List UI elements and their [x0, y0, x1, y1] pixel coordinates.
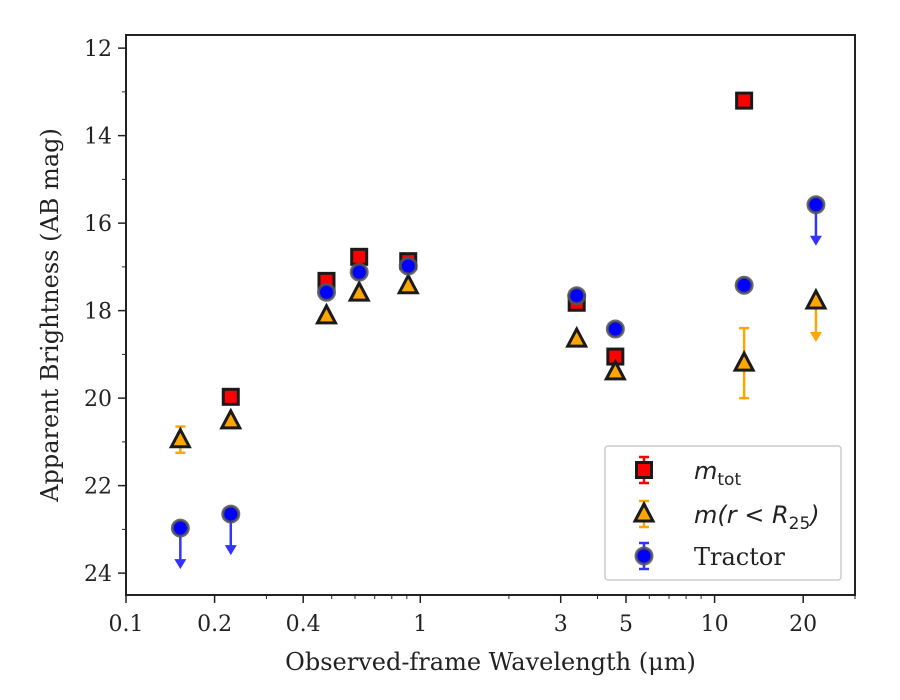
y-tick-label: 14 — [84, 125, 112, 150]
data-point — [219, 407, 243, 430]
data-marker — [168, 426, 192, 449]
legend-marker — [632, 500, 656, 523]
series-m-tot — [221, 91, 754, 406]
data-point — [350, 247, 369, 266]
data-point — [316, 282, 336, 302]
legend: mtot m(r < R25) Tractor — [604, 445, 842, 581]
y-tick-label: 18 — [84, 300, 112, 325]
x-tick-label: 0.1 — [109, 612, 144, 637]
data-marker — [221, 504, 241, 524]
data-point — [565, 325, 589, 348]
data-marker — [396, 272, 420, 295]
legend-entry: mtot — [635, 455, 741, 490]
legend-box — [604, 445, 842, 581]
data-marker — [316, 282, 336, 302]
legend-marker — [634, 546, 654, 566]
data-marker — [605, 319, 625, 339]
data-point — [732, 326, 756, 400]
data-point — [567, 286, 587, 306]
legend-entry: Tractor — [634, 541, 785, 571]
data-marker — [567, 286, 587, 306]
x-tick-label: 10 — [701, 612, 729, 637]
data-marker — [221, 387, 240, 406]
data-point — [314, 302, 338, 325]
data-marker — [732, 349, 756, 372]
data-point — [396, 272, 420, 295]
data-marker — [398, 256, 418, 276]
data-marker — [347, 279, 371, 302]
data-marker — [219, 407, 243, 430]
y-tick-label: 24 — [84, 562, 112, 587]
data-marker — [349, 262, 369, 282]
x-axis-label: Observed-frame Wavelength (μm) — [285, 648, 696, 676]
data-point — [734, 275, 754, 295]
data-marker — [350, 247, 369, 266]
x-tick-label: 0.2 — [197, 612, 232, 637]
upper-limit-arrowhead — [174, 559, 187, 570]
y-tick-label: 20 — [84, 387, 112, 412]
data-point — [347, 279, 371, 302]
data-point — [735, 91, 754, 110]
axes-layer: 0.1 0.2 0.4 1 3 5 10 20 12 14 16 18 20 22 24 — [84, 37, 856, 637]
legend-marker — [635, 461, 653, 479]
legend-label: mtot — [694, 457, 741, 490]
data-marker — [735, 91, 754, 110]
data-point — [804, 287, 828, 342]
data-point — [170, 518, 190, 570]
upper-limit-arrowhead — [224, 545, 237, 556]
data-point — [349, 262, 369, 282]
y-tick-label: 16 — [84, 212, 112, 237]
data-marker — [804, 287, 828, 310]
x-tick-label: 5 — [619, 612, 633, 637]
data-point — [168, 425, 192, 455]
legend-label: Tractor — [694, 543, 785, 571]
x-tick-label: 0.4 — [286, 612, 321, 637]
data-marker — [806, 195, 826, 215]
x-tick-label: 20 — [789, 612, 817, 637]
x-tick-label: 1 — [413, 612, 427, 637]
data-point — [221, 387, 240, 406]
data-point — [605, 319, 625, 339]
legend-label: m(r < R25) — [694, 501, 820, 534]
x-tick-label: 3 — [554, 612, 568, 637]
data-marker — [565, 325, 589, 348]
data-marker — [314, 302, 338, 325]
data-marker — [603, 358, 627, 381]
y-tick-label: 22 — [84, 475, 112, 500]
series-m-r25 — [168, 272, 828, 455]
y-tick-label: 12 — [84, 37, 112, 62]
chart-data-layer — [168, 91, 828, 570]
data-marker — [734, 275, 754, 295]
legend-entry: m(r < R25) — [632, 499, 820, 534]
series-tractor — [170, 195, 826, 570]
data-point — [221, 504, 241, 556]
data-point — [603, 358, 627, 381]
data-marker — [170, 518, 190, 538]
data-point — [398, 256, 418, 276]
upper-limit-arrowhead — [809, 235, 822, 246]
upper-limit-arrowhead — [809, 332, 822, 342]
y-axis-label: Apparent Brightness (AB mag) — [36, 128, 64, 503]
plot-frame — [125, 34, 856, 596]
data-point — [806, 195, 826, 246]
